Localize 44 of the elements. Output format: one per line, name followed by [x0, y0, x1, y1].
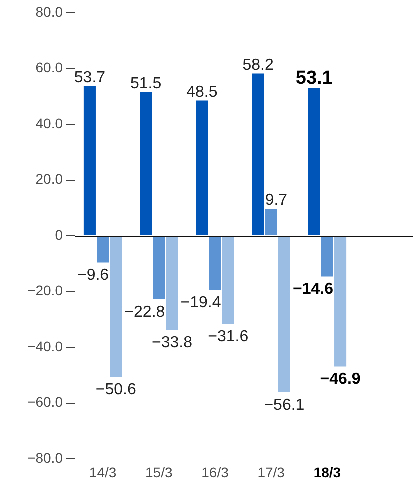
- data-label: −56.1: [264, 396, 305, 414]
- y-tick-label: −20.0: [28, 282, 64, 299]
- data-label: 51.5: [130, 75, 162, 92]
- bar: [209, 236, 222, 290]
- bar: [153, 236, 166, 300]
- data-label: −19.4: [180, 294, 222, 312]
- bar: [278, 236, 290, 392]
- data-label: 58.2: [242, 56, 274, 74]
- bar: [222, 236, 234, 324]
- bar: [84, 86, 96, 236]
- data-label: 9.7: [265, 192, 288, 209]
- data-label: −50.6: [96, 381, 136, 398]
- x-tick-label: 15/3: [146, 464, 173, 479]
- data-label: −22.8: [124, 304, 166, 321]
- data-label: −46.9: [320, 371, 361, 388]
- y-tick-label: −40.0: [28, 338, 64, 354]
- bar: [166, 236, 178, 330]
- y-tick-label: 20.0: [36, 171, 64, 188]
- data-label: 53.7: [74, 69, 106, 86]
- data-label: −14.6: [292, 281, 334, 298]
- x-tick-label: 17/3: [258, 464, 286, 479]
- x-tick-label: 14/3: [89, 464, 117, 479]
- y-tick-label: −80.0: [28, 450, 64, 466]
- bar: [252, 74, 264, 236]
- y-tick-label: 80.0: [36, 4, 64, 20]
- data-label: −9.6: [77, 267, 110, 284]
- bar: [196, 100, 208, 236]
- bar: [140, 92, 152, 236]
- x-tick-label: 16/3: [202, 464, 230, 479]
- y-tick-label: −60.0: [28, 394, 64, 410]
- y-tick-label: 0: [55, 226, 64, 243]
- bar: [321, 236, 334, 277]
- bar: [334, 236, 347, 367]
- data-label: −31.6: [208, 328, 249, 346]
- y-tick-label: 40.0: [36, 115, 64, 132]
- bar: [265, 208, 278, 236]
- bar: [97, 236, 110, 263]
- data-label: 48.5: [186, 84, 218, 101]
- bar: [110, 236, 122, 378]
- y-tick-label: 60.0: [36, 60, 64, 76]
- x-tick-label: 18/3: [314, 464, 342, 479]
- data-label: 53.1: [296, 68, 334, 89]
- bar: [308, 88, 320, 236]
- data-label: −33.8: [152, 334, 193, 352]
